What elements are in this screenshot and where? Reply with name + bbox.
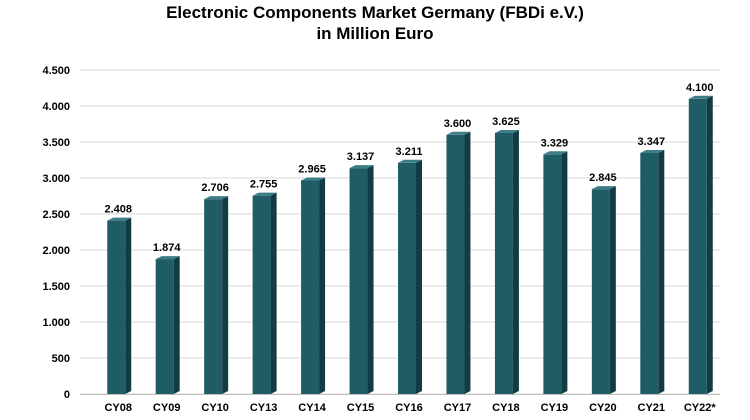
- x-tick-label: CY17: [444, 402, 472, 414]
- bar-side: [319, 177, 326, 394]
- bar-side: [706, 95, 713, 395]
- x-tick-label: CY14: [298, 402, 326, 414]
- x-tick-label: CY16: [395, 402, 423, 414]
- data-label: 4.100: [686, 82, 714, 94]
- bar: [301, 180, 320, 394]
- bar: [204, 199, 223, 394]
- bar-side: [173, 256, 180, 394]
- bar: [494, 133, 513, 394]
- bar: [543, 154, 562, 394]
- y-tick-label: 4.500: [42, 65, 70, 77]
- bar-top: [204, 196, 229, 200]
- bar-side: [367, 165, 374, 394]
- x-tick-label: CY20: [589, 402, 617, 414]
- bar-top: [349, 165, 374, 169]
- bar: [446, 134, 465, 395]
- data-label: 3.600: [444, 118, 472, 130]
- chart-title-line-1: Electronic Components Market Germany (FB…: [166, 3, 584, 22]
- bar-top: [688, 95, 713, 99]
- data-label: 1.874: [153, 242, 181, 254]
- x-tick-label: CY22*: [684, 402, 717, 414]
- bar-top: [252, 192, 277, 196]
- bar-side: [125, 217, 132, 394]
- data-label: 3.329: [541, 137, 569, 149]
- data-label: 2.408: [104, 204, 132, 216]
- bar-side: [512, 130, 519, 394]
- bar: [252, 195, 271, 394]
- data-label: 2.845: [589, 172, 617, 184]
- y-tick-label: 4.000: [42, 101, 70, 113]
- data-label: 2.965: [298, 164, 326, 176]
- bar-side: [222, 196, 229, 394]
- bar: [591, 189, 610, 394]
- x-tick-label: CY08: [104, 402, 132, 414]
- bar-side: [416, 159, 422, 394]
- y-tick-label: 2.000: [42, 245, 70, 257]
- y-tick-label: 3.500: [42, 137, 70, 149]
- data-label: 3.137: [347, 151, 375, 163]
- x-tick-label: CY09: [153, 402, 181, 414]
- bar-top: [155, 256, 180, 260]
- x-tick-label: CY18: [492, 402, 520, 414]
- x-axis-line: [80, 394, 720, 395]
- bar: [349, 168, 368, 394]
- x-tick-label: CY19: [541, 402, 569, 414]
- y-tick-label: 1.500: [42, 281, 70, 293]
- data-label: 2.755: [250, 179, 278, 191]
- bar-top: [591, 186, 616, 190]
- y-tick-label: 2.500: [42, 209, 70, 221]
- bar: [640, 153, 659, 394]
- chart-title: Electronic Components Market Germany (FB…: [0, 2, 750, 44]
- bar-side: [609, 186, 616, 394]
- bar-top: [543, 151, 568, 155]
- data-label: 3.347: [638, 136, 666, 148]
- bar-top: [446, 131, 471, 135]
- chart-title-line-2: in Million Euro: [316, 24, 434, 43]
- bar-top: [301, 177, 326, 181]
- x-tick-label: CY21: [638, 402, 666, 414]
- y-tick-label: 3.000: [42, 173, 70, 185]
- data-label: 2.706: [201, 182, 229, 194]
- bar-top: [398, 159, 422, 163]
- bar-top: [494, 130, 519, 133]
- x-tick-label: CY10: [201, 402, 229, 414]
- y-tick-label: 0: [64, 389, 70, 401]
- y-tick-label: 500: [52, 353, 70, 365]
- bar-top: [107, 217, 132, 221]
- x-tick-label: CY15: [347, 402, 375, 414]
- bar: [688, 98, 707, 395]
- bar: [155, 259, 174, 394]
- bar: [107, 220, 126, 394]
- bar: [398, 162, 416, 394]
- bar-side: [658, 150, 665, 394]
- y-tick-label: 1.000: [42, 317, 70, 329]
- bar-side: [561, 151, 568, 394]
- bar-side: [464, 131, 471, 395]
- x-tick-label: CY13: [250, 402, 278, 414]
- bar-top: [640, 150, 665, 154]
- bar-side: [270, 192, 277, 394]
- data-label: 3.625: [492, 116, 520, 128]
- data-label: 3.211: [396, 146, 423, 158]
